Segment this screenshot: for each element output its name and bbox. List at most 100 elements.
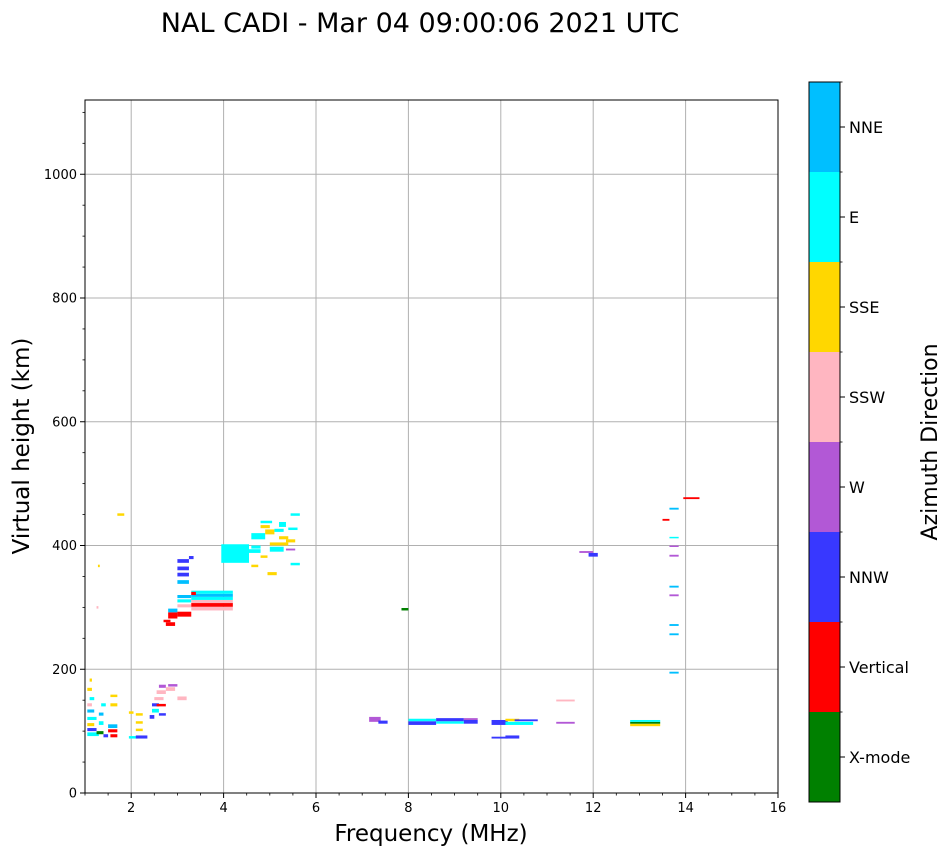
echo-mark	[89, 697, 95, 701]
echo-mark	[251, 533, 266, 540]
echo-mark	[669, 633, 679, 636]
echo-mark	[191, 593, 233, 597]
echo-mark	[191, 606, 233, 611]
echo-mark	[251, 545, 261, 549]
echo-mark	[87, 728, 97, 732]
echo-mark	[191, 596, 233, 600]
echo-mark	[279, 521, 286, 527]
echo-mark	[436, 718, 464, 722]
echo-mark	[669, 545, 679, 547]
echo-mark	[87, 709, 95, 713]
echo-mark	[89, 678, 92, 682]
echo-mark	[135, 728, 143, 732]
echo-mark	[669, 594, 679, 597]
x-tick-label: 2	[127, 801, 135, 816]
chart-title: NAL CADI - Mar 04 09:00:06 2021 UTC	[161, 8, 679, 39]
colorbar-title: Azimuth Direction	[918, 343, 943, 540]
colorbar-frame	[808, 81, 841, 803]
echo-mark	[168, 608, 178, 613]
echo-mark	[154, 697, 164, 701]
echo-mark	[288, 527, 298, 531]
echo-mark	[87, 687, 92, 691]
echo-mark	[97, 564, 100, 568]
echo-mark	[260, 555, 268, 558]
y-tick-label: 1000	[44, 168, 77, 183]
echo-mark	[290, 562, 300, 566]
echo-mark	[669, 507, 679, 510]
x-tick-label: 14	[677, 801, 694, 816]
echo-mark	[491, 719, 508, 725]
echo-mark	[177, 595, 192, 599]
echo-mark	[669, 554, 679, 557]
colorbar-label: SSE	[849, 298, 879, 317]
colorbar-label: W	[849, 478, 865, 497]
colorbar-segment	[809, 82, 840, 172]
echo-mark	[630, 723, 661, 727]
echo-mark	[96, 606, 99, 609]
echo-mark	[556, 699, 575, 702]
x-axis-ticks: 2 4 6 8 10 12 14 16	[84, 793, 786, 816]
echo-mark	[260, 525, 270, 529]
echo-mark	[156, 690, 166, 694]
echo-mark	[260, 520, 273, 524]
colorbar: X-mode Vertical NNW W SSW SSE E NNE	[808, 81, 910, 803]
echo-mark	[265, 529, 275, 535]
echo-mark	[669, 671, 679, 674]
echo-mark	[177, 604, 192, 608]
echo-mark	[108, 724, 118, 729]
echo-mark	[463, 718, 478, 720]
echo-mark	[87, 716, 97, 720]
echo-mark	[369, 716, 381, 722]
echo-traces	[87, 497, 700, 739]
echo-mark	[662, 518, 670, 521]
echo-mark	[269, 542, 289, 546]
echo-mark	[177, 559, 189, 563]
x-tick-label: 12	[585, 801, 602, 816]
echo-mark	[168, 684, 178, 687]
colorbar-segment	[809, 262, 840, 352]
colorbar-label: NNW	[849, 568, 889, 587]
echo-mark	[177, 599, 192, 603]
echo-mark	[177, 580, 189, 584]
y-axis-label: Virtual height (km)	[9, 338, 35, 555]
echo-mark	[151, 708, 159, 713]
echo-mark	[191, 599, 233, 604]
x-axis-label: Frequency (MHz)	[334, 821, 527, 847]
echo-mark	[177, 566, 189, 571]
echo-mark	[188, 556, 194, 560]
echo-mark	[128, 736, 139, 739]
echo-mark	[505, 721, 534, 725]
echo-mark	[110, 734, 118, 738]
echo-mark	[135, 735, 148, 739]
echo-mark	[251, 564, 259, 568]
echo-mark	[103, 734, 109, 738]
echo-mark	[151, 703, 159, 707]
y-tick-label: 0	[69, 787, 77, 802]
colorbar-segment	[809, 352, 840, 442]
colorbar-label: NNE	[849, 118, 883, 137]
echo-mark	[630, 721, 661, 724]
colorbar-segment	[809, 532, 840, 622]
echo-mark	[505, 735, 520, 739]
echo-mark	[163, 619, 171, 623]
echo-mark	[669, 585, 679, 588]
echo-mark	[177, 572, 189, 577]
y-tick-label: 400	[52, 539, 77, 554]
echo-mark	[401, 607, 409, 611]
echo-mark	[669, 624, 679, 626]
echo-mark	[191, 603, 233, 607]
echo-mark	[514, 719, 538, 722]
echo-mark	[290, 513, 300, 516]
echo-mark	[191, 590, 233, 594]
echo-mark	[101, 703, 106, 707]
echo-mark	[87, 723, 95, 727]
echo-mark	[669, 536, 679, 539]
y-tick-label: 200	[52, 663, 77, 678]
echo-mark	[149, 715, 155, 719]
echo-mark	[378, 720, 388, 724]
echo-mark	[221, 544, 250, 563]
x-tick-label: 10	[493, 801, 510, 816]
colorbar-label: E	[849, 208, 859, 227]
echo-mark	[128, 711, 134, 714]
echo-mark	[177, 611, 192, 617]
